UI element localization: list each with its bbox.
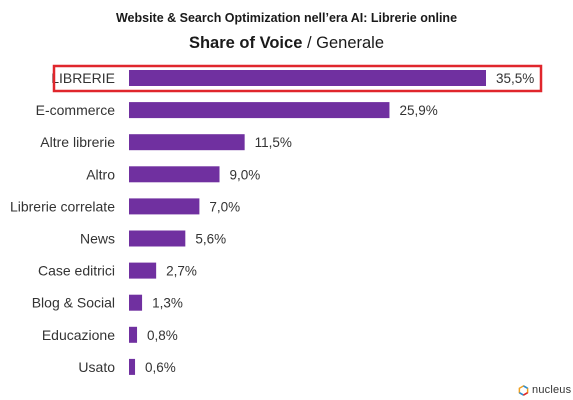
chart-supertitle: Website & Search Optimization nell’era A… [115, 11, 458, 25]
category-label-blog-and-social: Blog & Social [32, 295, 115, 311]
category-label-usato: Usato [78, 359, 115, 375]
highlight-box-librerie [52, 64, 543, 93]
category-label-e-commerce: E-commerce [36, 102, 116, 118]
value-label-blog-and-social: 1,3% [152, 296, 183, 311]
value-label-educazione: 0,8% [147, 328, 178, 343]
bar-blog-and-social [129, 294, 143, 311]
bar-news [129, 230, 186, 247]
category-label-case-editrici: Case editrici [38, 263, 115, 279]
bar-educazione [129, 326, 138, 343]
chart-title-separator: / [302, 34, 317, 52]
bar-case-editrici [129, 262, 157, 279]
value-label-news: 5,6% [195, 232, 226, 247]
category-label-news: News [80, 231, 115, 247]
value-label-e-commerce: 25,9% [399, 103, 437, 118]
category-label-librerie: LIBRERIE [51, 70, 115, 86]
bar-altro [129, 166, 220, 183]
value-label-altro: 9,0% [230, 167, 261, 182]
category-label-altro: Altro [86, 166, 115, 182]
category-label-educazione: Educazione [42, 327, 115, 343]
bar-librerie-correlate [129, 198, 200, 215]
value-label-librerie: 35,5% [496, 71, 534, 86]
bar-e-commerce [129, 102, 390, 119]
category-label-librerie-correlate: Librerie correlate [10, 198, 115, 214]
nucleus-logo: nucleus [518, 383, 571, 397]
chart-title-bold: Share of Voice [188, 34, 303, 52]
nucleus-logo-text: nucleus [532, 384, 572, 396]
bar-altre-librerie [129, 134, 245, 151]
chart-title-light: Generale [316, 34, 385, 52]
value-label-usato: 0,6% [145, 360, 176, 375]
value-label-altre-librerie: 11,5% [255, 135, 292, 150]
value-label-case-editrici: 2,7% [166, 264, 197, 279]
category-label-altre-librerie: Altre librerie [40, 134, 115, 150]
nucleus-logo-icon [518, 384, 529, 396]
chart-title: Share of Voice / Generale [0, 34, 573, 53]
value-label-librerie-correlate: 7,0% [209, 199, 240, 214]
bar-librerie [129, 70, 486, 86]
bar-usato [129, 358, 136, 375]
